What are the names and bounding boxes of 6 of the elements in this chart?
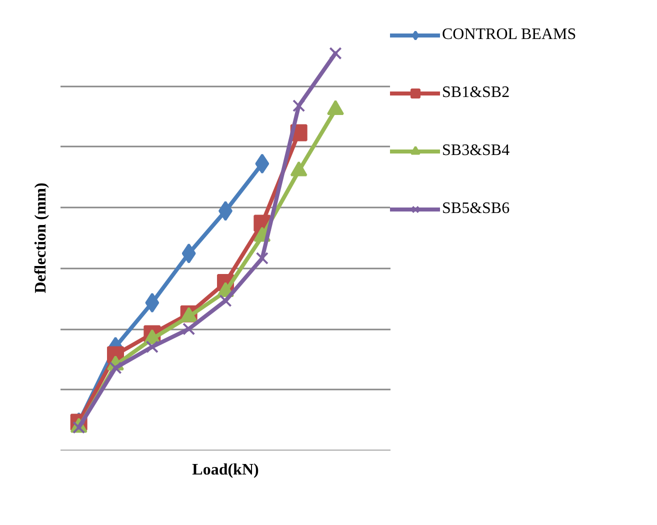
legend-label: SB1&SB2 [442, 84, 511, 102]
x-axis-title: Load(kN) [192, 462, 259, 478]
legend-label: CONTROL BEAMS [442, 26, 576, 44]
y-axis-title: Deflection (mm) [32, 182, 50, 294]
legend-label: SB3&SB4 [442, 142, 511, 160]
legend-label: SB5&SB6 [442, 200, 511, 218]
